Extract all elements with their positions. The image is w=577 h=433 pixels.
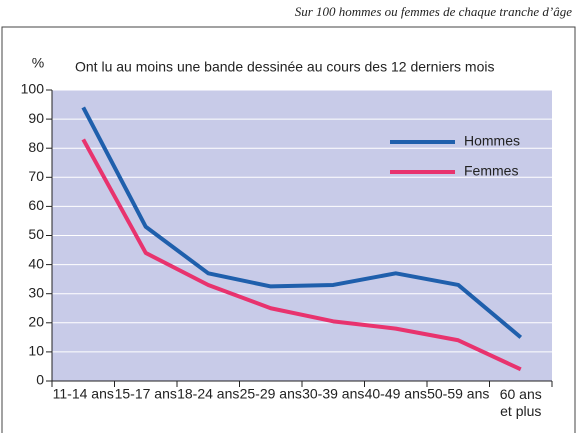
y-axis-label: % bbox=[32, 55, 44, 71]
y-tick-label: 50 bbox=[28, 226, 44, 242]
y-tick-label: 30 bbox=[28, 284, 44, 300]
line bbox=[81, 106, 523, 339]
y-tick-label: 70 bbox=[28, 168, 44, 184]
x-tick-label: 60 ans et plus bbox=[500, 386, 542, 419]
y-tick-label: 60 bbox=[28, 197, 44, 213]
x-tick-label: 30-39 ans bbox=[302, 386, 364, 402]
y-tick-label: 0 bbox=[36, 372, 44, 388]
legend-label: Femmes bbox=[464, 163, 518, 179]
note: Sur 100 hommes ou femmes de chaque tranc… bbox=[295, 4, 573, 19]
x-tick-label: 18-24 ans bbox=[177, 386, 239, 402]
y-tick-label: 40 bbox=[28, 255, 44, 271]
frame bbox=[1, 26, 576, 433]
x-tick-label: 25-29 ans bbox=[240, 386, 302, 402]
line bbox=[81, 138, 522, 372]
x-tick-label: 50-59 ans bbox=[427, 386, 489, 402]
y-tick-label: 100 bbox=[21, 81, 45, 97]
y-tick-label: 10 bbox=[28, 343, 44, 359]
x-tick-label: 40-49 ans bbox=[365, 386, 427, 402]
legend-label: Hommes bbox=[464, 133, 520, 149]
y-tick-label: 80 bbox=[28, 139, 44, 155]
x-tick-label: 11-14 ans bbox=[53, 386, 114, 402]
y-tick-label: 20 bbox=[28, 314, 44, 330]
y-tick-label: 90 bbox=[28, 110, 44, 126]
chart-title: Ont lu au moins une bande dessinée au co… bbox=[75, 59, 494, 75]
x-tick-label: 15-17 ans bbox=[115, 386, 177, 402]
